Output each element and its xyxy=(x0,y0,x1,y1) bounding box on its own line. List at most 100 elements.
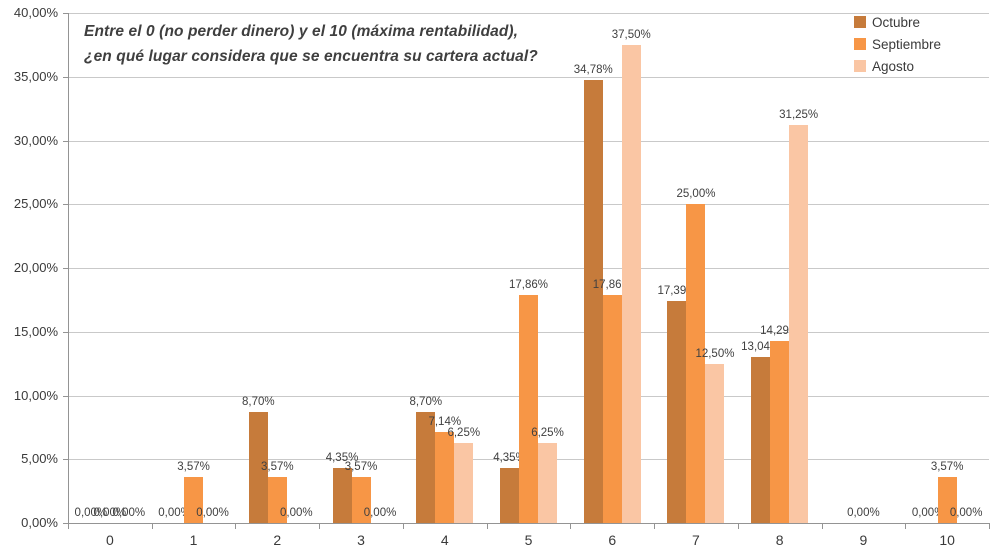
legend-label-agosto: Agosto xyxy=(872,58,915,74)
value-label-agosto-6: 37,50% xyxy=(611,28,651,41)
x-axis-label: 2 xyxy=(273,532,282,548)
bar-agosto-5 xyxy=(538,443,557,523)
chart-title-line2: ¿en qué lugar considera que se encuentra… xyxy=(84,48,538,65)
bar-octubre-8 xyxy=(751,356,771,523)
bar-septiembre-2 xyxy=(267,477,287,523)
bar-agosto-4 xyxy=(454,443,474,523)
legend-item-octubre: Octubre xyxy=(854,11,941,33)
y-axis-line xyxy=(68,13,69,523)
legend-swatch-septiembre xyxy=(854,38,866,50)
y-axis-tick xyxy=(63,140,68,142)
chart-title-line1: Entre el 0 (no perder dinero) y el 10 (m… xyxy=(84,23,519,40)
bar-septiembre-3 xyxy=(351,477,371,523)
value-label-octubre-1: 0,00% xyxy=(158,507,191,519)
value-label-agosto-10: 0,00% xyxy=(949,507,983,519)
y-axis-label: 20,00% xyxy=(13,260,58,275)
x-axis-tick xyxy=(989,523,990,529)
value-label-septiembre-9: 0,00% xyxy=(847,507,880,519)
y-axis-tick xyxy=(63,268,68,269)
value-label-septiembre-10: 3,57% xyxy=(930,461,964,474)
bar-septiembre-5 xyxy=(519,295,538,523)
x-axis-tick xyxy=(151,523,153,529)
x-axis-label: 9 xyxy=(859,532,868,548)
x-axis-tick xyxy=(821,523,823,529)
bar-octubre-4 xyxy=(416,412,436,523)
value-label-agosto-8: 31,25% xyxy=(779,108,819,121)
y-axis-label: 30,00% xyxy=(13,132,58,148)
bar-agosto-7 xyxy=(705,363,725,523)
bar-septiembre-10 xyxy=(937,477,957,523)
y-axis-label: 25,00% xyxy=(13,196,58,212)
bar-septiembre-7 xyxy=(686,204,706,523)
bar-septiembre-6 xyxy=(602,295,622,523)
y-axis-label: 35,00% xyxy=(13,68,58,84)
gridline xyxy=(68,76,989,78)
value-label-agosto-1: 0,00% xyxy=(196,507,229,519)
value-label-octubre-6: 34,78% xyxy=(573,63,613,76)
x-axis-label: 1 xyxy=(189,532,198,548)
y-axis-label: 40,00% xyxy=(13,5,58,20)
bar-octubre-2 xyxy=(248,412,268,523)
gridline xyxy=(68,13,989,14)
value-label-septiembre-0: 0,00% xyxy=(93,507,127,519)
y-axis-label: 0,00% xyxy=(21,515,58,530)
value-label-agosto-0: 0,00% xyxy=(112,507,146,519)
value-label-septiembre-5: 17,86% xyxy=(508,279,548,292)
y-axis-tick xyxy=(63,395,68,397)
legend-item-agosto: Agosto xyxy=(854,55,941,77)
y-axis-tick xyxy=(63,331,68,333)
x-axis-label: 10 xyxy=(939,532,955,548)
y-axis-tick xyxy=(63,523,68,524)
value-label-septiembre-4: 7,14% xyxy=(428,415,462,428)
value-label-septiembre-2: 3,57% xyxy=(261,461,294,474)
value-label-octubre-5: 4,35% xyxy=(493,451,526,464)
y-axis-tick xyxy=(63,204,68,206)
bar-octubre-6 xyxy=(583,79,603,523)
legend-label-septiembre: Septiembre xyxy=(872,36,942,52)
bar-agosto-8 xyxy=(789,124,809,523)
x-axis-label: 4 xyxy=(440,532,449,548)
bar-octubre-7 xyxy=(667,301,687,523)
value-label-septiembre-7: 25,00% xyxy=(676,188,716,201)
x-axis-tick xyxy=(319,523,321,529)
legend-item-septiembre: Septiembre xyxy=(854,33,941,55)
x-axis-label: 8 xyxy=(775,532,784,548)
value-label-octubre-3: 4,35% xyxy=(325,451,359,464)
bar-septiembre-4 xyxy=(435,431,455,523)
x-axis-label: 7 xyxy=(692,532,700,548)
value-label-octubre-2: 8,70% xyxy=(242,396,275,409)
x-axis-line xyxy=(68,523,990,524)
x-axis-tick xyxy=(905,523,907,529)
x-axis-tick xyxy=(654,523,656,529)
y-axis-label: 5,00% xyxy=(21,451,58,467)
value-label-octubre-10: 0,00% xyxy=(911,507,945,519)
value-label-agosto-3: 0,00% xyxy=(363,507,397,519)
value-label-septiembre-1: 3,57% xyxy=(177,461,210,474)
x-axis-tick xyxy=(235,523,237,529)
gridline xyxy=(68,204,989,206)
legend-swatch-agosto xyxy=(854,60,866,72)
value-label-agosto-5: 6,25% xyxy=(531,427,564,440)
x-axis-tick xyxy=(737,523,739,529)
gridline xyxy=(68,268,989,269)
value-label-agosto-2: 0,00% xyxy=(280,507,313,519)
chart-title: Entre el 0 (no perder dinero) y el 10 (m… xyxy=(84,19,538,69)
x-axis-tick xyxy=(402,523,404,529)
value-label-septiembre-3: 3,57% xyxy=(344,461,378,474)
x-axis-label: 0 xyxy=(105,532,114,548)
gridline xyxy=(68,140,989,142)
y-axis-tick xyxy=(63,13,68,14)
y-axis-tick xyxy=(63,459,68,461)
y-axis-label: 15,00% xyxy=(13,323,58,339)
bar-octubre-3 xyxy=(332,467,352,523)
x-axis-label: 3 xyxy=(357,532,365,548)
y-axis-tick xyxy=(63,76,68,78)
legend: Octubre Septiembre Agosto xyxy=(854,11,941,77)
legend-swatch-octubre xyxy=(854,16,866,28)
x-axis-tick xyxy=(68,523,69,529)
bar-septiembre-1 xyxy=(184,477,204,523)
legend-label-octubre: Octubre xyxy=(872,14,921,30)
value-label-octubre-4: 8,70% xyxy=(409,396,443,409)
